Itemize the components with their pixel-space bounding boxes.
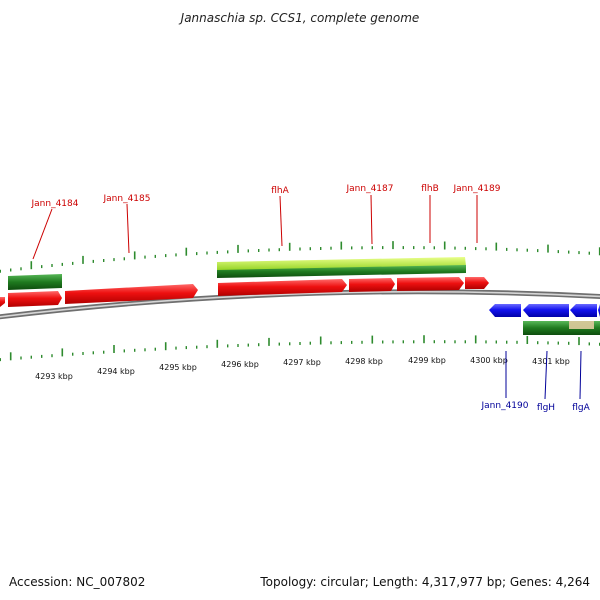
gene-label-flha: flhA xyxy=(271,186,289,196)
cds-bar xyxy=(8,274,62,290)
gene-label-flga: flgA xyxy=(572,403,590,413)
gene-arrow-forward xyxy=(397,277,464,291)
gene-label-jann-4185: Jann_4185 xyxy=(103,194,151,204)
gene-label-flhb: flhB xyxy=(421,184,439,194)
leader-line xyxy=(370,194,373,245)
reverse-gene-labels: Jann_4190 flgH flgA xyxy=(481,350,591,413)
gene-arrow-reverse xyxy=(570,304,597,317)
gene-arrow-forward xyxy=(465,277,489,289)
kbp-label: 4301 kbp xyxy=(532,357,570,366)
gene-arrow-forward xyxy=(0,297,5,307)
gene-arrow-reverse xyxy=(523,304,569,317)
cds-features xyxy=(8,257,600,335)
kbp-label: 4300 kbp xyxy=(470,356,508,365)
gene-label-jann-4190: Jann_4190 xyxy=(481,401,529,411)
accession-text: Accession: NC_007802 xyxy=(9,575,145,589)
leader-line xyxy=(126,203,130,254)
kbp-label: 4294 kbp xyxy=(97,367,135,376)
kbp-label: 4296 kbp xyxy=(221,360,259,369)
gene-label-jann-4187: Jann_4187 xyxy=(346,184,394,194)
kbp-label: 4293 kbp xyxy=(35,372,73,381)
leader-line xyxy=(279,195,283,247)
leader-line xyxy=(544,350,548,400)
topology-text: Topology: circular; Length: 4,317,977 bp… xyxy=(259,575,590,589)
cds-bar-light xyxy=(217,257,466,271)
genome-backbone-highlight xyxy=(0,290,600,318)
forward-genes xyxy=(0,277,489,307)
gene-arrow-reverse xyxy=(489,304,521,317)
kbp-label: 4298 kbp xyxy=(345,357,383,366)
gene-label-jann-4184: Jann_4184 xyxy=(31,199,79,209)
gene-label-flgh: flgH xyxy=(537,403,555,413)
forward-gene-labels: Jann_4184 Jann_4185 flhA Jann_4187 flhB … xyxy=(31,184,501,260)
cds-highlight xyxy=(569,321,594,329)
kbp-label: 4295 kbp xyxy=(159,363,197,372)
gene-arrow-forward xyxy=(218,279,347,296)
leader-line xyxy=(32,208,53,260)
kbp-labels: 4293 kbp 4294 kbp 4295 kbp 4296 kbp 4297… xyxy=(35,356,570,381)
gene-arrow-forward xyxy=(349,278,395,292)
kbp-label: 4297 kbp xyxy=(283,358,321,367)
gene-arrow-forward xyxy=(8,291,62,307)
gene-label-jann-4189: Jann_4189 xyxy=(453,184,501,194)
cds-bar xyxy=(217,265,466,278)
reverse-genes xyxy=(489,304,600,317)
gene-arrow-forward xyxy=(65,284,198,304)
leader-line xyxy=(579,350,582,400)
kbp-label: 4299 kbp xyxy=(408,356,446,365)
map-title: Jannaschia sp. CCS1, complete genome xyxy=(179,11,420,25)
